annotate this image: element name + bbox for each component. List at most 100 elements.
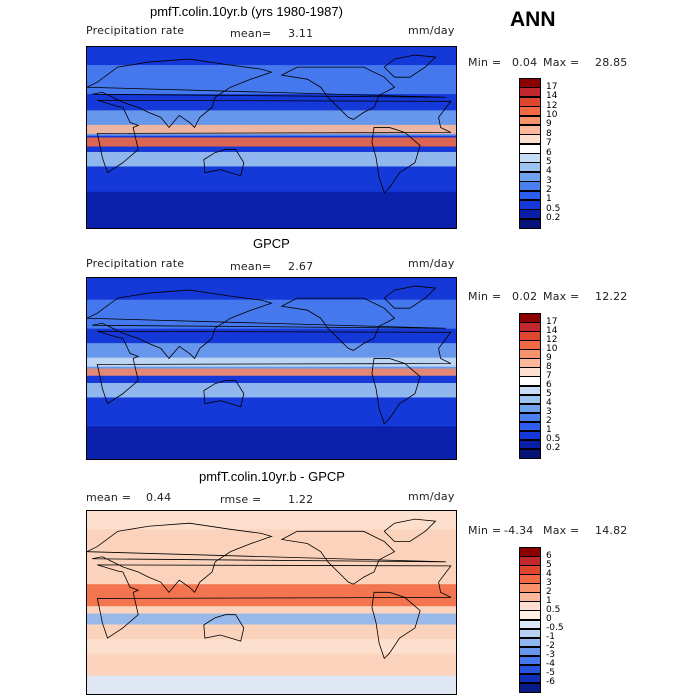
colorbar-level-label: 17	[546, 316, 558, 327]
panel-1-units: mm/day	[408, 24, 455, 37]
panel-2-max-label: Max =	[543, 290, 580, 303]
panel-3-map-svg	[87, 511, 456, 694]
colorbar-level-label: 5	[546, 156, 552, 167]
panel-3-title: pmfT.colin.10yr.b - GPCP	[199, 469, 345, 484]
panel-1-colorbar: 17 14 12 10 9 8 7 6 5 4 3 2 1 0.5 0.2	[519, 78, 579, 229]
colorbar-level-label: 1	[546, 425, 552, 436]
coastline	[280, 66, 396, 120]
panel-2-map-svg	[87, 278, 456, 459]
panel-1-mean-value: 3.11	[288, 27, 314, 40]
field-band	[87, 191, 456, 228]
colorbar-level-label: 3	[546, 577, 552, 588]
field-band	[87, 137, 456, 147]
field-band	[87, 151, 456, 167]
coastline	[280, 530, 396, 585]
colorbar-level-label: -1	[546, 632, 555, 643]
coastline	[371, 591, 421, 660]
colorbar-level-label: 1	[546, 194, 552, 205]
colorbar-level-label: 6	[546, 380, 552, 390]
panel-1-map-svg	[87, 47, 456, 228]
colorbar-swatch	[519, 218, 541, 229]
colorbar-level-label: 14	[546, 325, 558, 336]
panel-2-mean-label: mean=	[230, 260, 272, 273]
panel-3-units: mm/day	[408, 490, 455, 503]
colorbar-level-label: 3	[546, 407, 552, 418]
panel-1-mean-label: mean=	[230, 27, 272, 40]
panel-3-min-value: -4.34	[504, 524, 534, 537]
field-band	[87, 65, 456, 95]
colorbar-level-label: 8	[546, 361, 552, 372]
colorbar-level-label: 6	[546, 147, 552, 158]
panel-1-max-label: Max =	[543, 56, 580, 69]
coastline	[87, 58, 446, 129]
colorbar-level-label: 3	[546, 175, 552, 186]
colorbar-level-label: 7	[546, 370, 552, 381]
field-band	[87, 613, 456, 625]
colorbar-level-label: -2	[546, 641, 555, 652]
panel-3-map	[86, 510, 457, 695]
field-band	[87, 382, 456, 398]
panel-1-min-label: Min =	[468, 56, 502, 69]
colorbar-level-label: -6	[546, 677, 555, 688]
colorbar-level-label: 9	[546, 119, 552, 130]
colorbar-level-label: 0.5	[546, 434, 561, 445]
colorbar-level-label: 7	[546, 138, 552, 149]
season-label: ANN	[510, 8, 556, 31]
colorbar-level-label: 9	[546, 352, 552, 363]
colorbar-level-label: 4	[546, 166, 552, 177]
coastline	[96, 564, 452, 639]
panel-2-left-label: Precipitation rate	[86, 257, 185, 270]
colorbar-level-label: 12	[546, 334, 558, 345]
colorbar-level-label: 4	[546, 398, 552, 409]
colorbar-level-label: 2	[546, 185, 552, 195]
panel-3-colorbar: 6 5 4 3 2 1 0.5 0 -0.5 -1 -2 -3 -4 -5 -6	[519, 547, 579, 693]
coastline	[203, 614, 245, 642]
field-band	[87, 299, 456, 329]
field-band	[87, 675, 456, 694]
panel-2-min-label: Min =	[468, 290, 502, 303]
panel-1-left-label: Precipitation rate	[86, 24, 185, 37]
panel-1-title: pmfT.colin.10yr.b (yrs 1980-1987)	[150, 4, 343, 19]
panel-2-mean-value: 2.67	[288, 260, 314, 273]
coastline	[383, 518, 437, 542]
field-band	[87, 584, 456, 607]
colorbar-level-label: -5	[546, 668, 555, 679]
coastline	[96, 330, 452, 405]
coastline	[87, 289, 446, 360]
panel-3-rmse-value: 1.22	[288, 493, 314, 506]
coastline	[371, 127, 421, 194]
field-band	[87, 124, 456, 134]
panel-3-rmse-label: rmse =	[220, 493, 262, 506]
panel-2-min-value: 0.02	[512, 290, 538, 303]
field-band	[87, 357, 456, 367]
panel-3-max-label: Max =	[543, 524, 580, 537]
colorbar-level-label: 5	[546, 389, 552, 400]
coastline	[96, 99, 452, 174]
colorbar-level-label: 14	[546, 91, 558, 102]
colorbar-level-label: 17	[546, 81, 558, 92]
coastline	[203, 149, 245, 177]
coastline	[203, 380, 245, 408]
colorbar-level-label: 0.5	[546, 604, 561, 615]
colorbar-level-label: -4	[546, 659, 555, 670]
coastline	[87, 522, 446, 594]
panel-2-colorbar: 17 14 12 10 9 8 7 6 5 4 3 2 1 0.5 0.2	[519, 313, 579, 459]
colorbar-level-label: -3	[546, 650, 555, 661]
colorbar-level-label: 2	[546, 416, 552, 427]
colorbar-level-label: 0.2	[546, 443, 561, 454]
colorbar-level-label: 1	[546, 595, 552, 606]
coastline	[383, 54, 437, 78]
colorbar-level-label: 10	[546, 343, 558, 354]
field-band	[87, 368, 456, 376]
panel-3-mean-value: 0.44	[146, 491, 172, 504]
panel-2-map	[86, 277, 457, 460]
coastline	[371, 358, 421, 425]
panel-1-max-value: 28.85	[595, 56, 628, 69]
colorbar-level-label: 0.2	[546, 213, 561, 224]
colorbar-level-label: -0.5	[546, 623, 564, 634]
field-band	[87, 511, 456, 530]
coastline	[383, 285, 437, 309]
colorbar-level-label: 5	[546, 559, 552, 570]
colorbar-level-label: 12	[546, 100, 558, 111]
coastline	[280, 297, 396, 351]
